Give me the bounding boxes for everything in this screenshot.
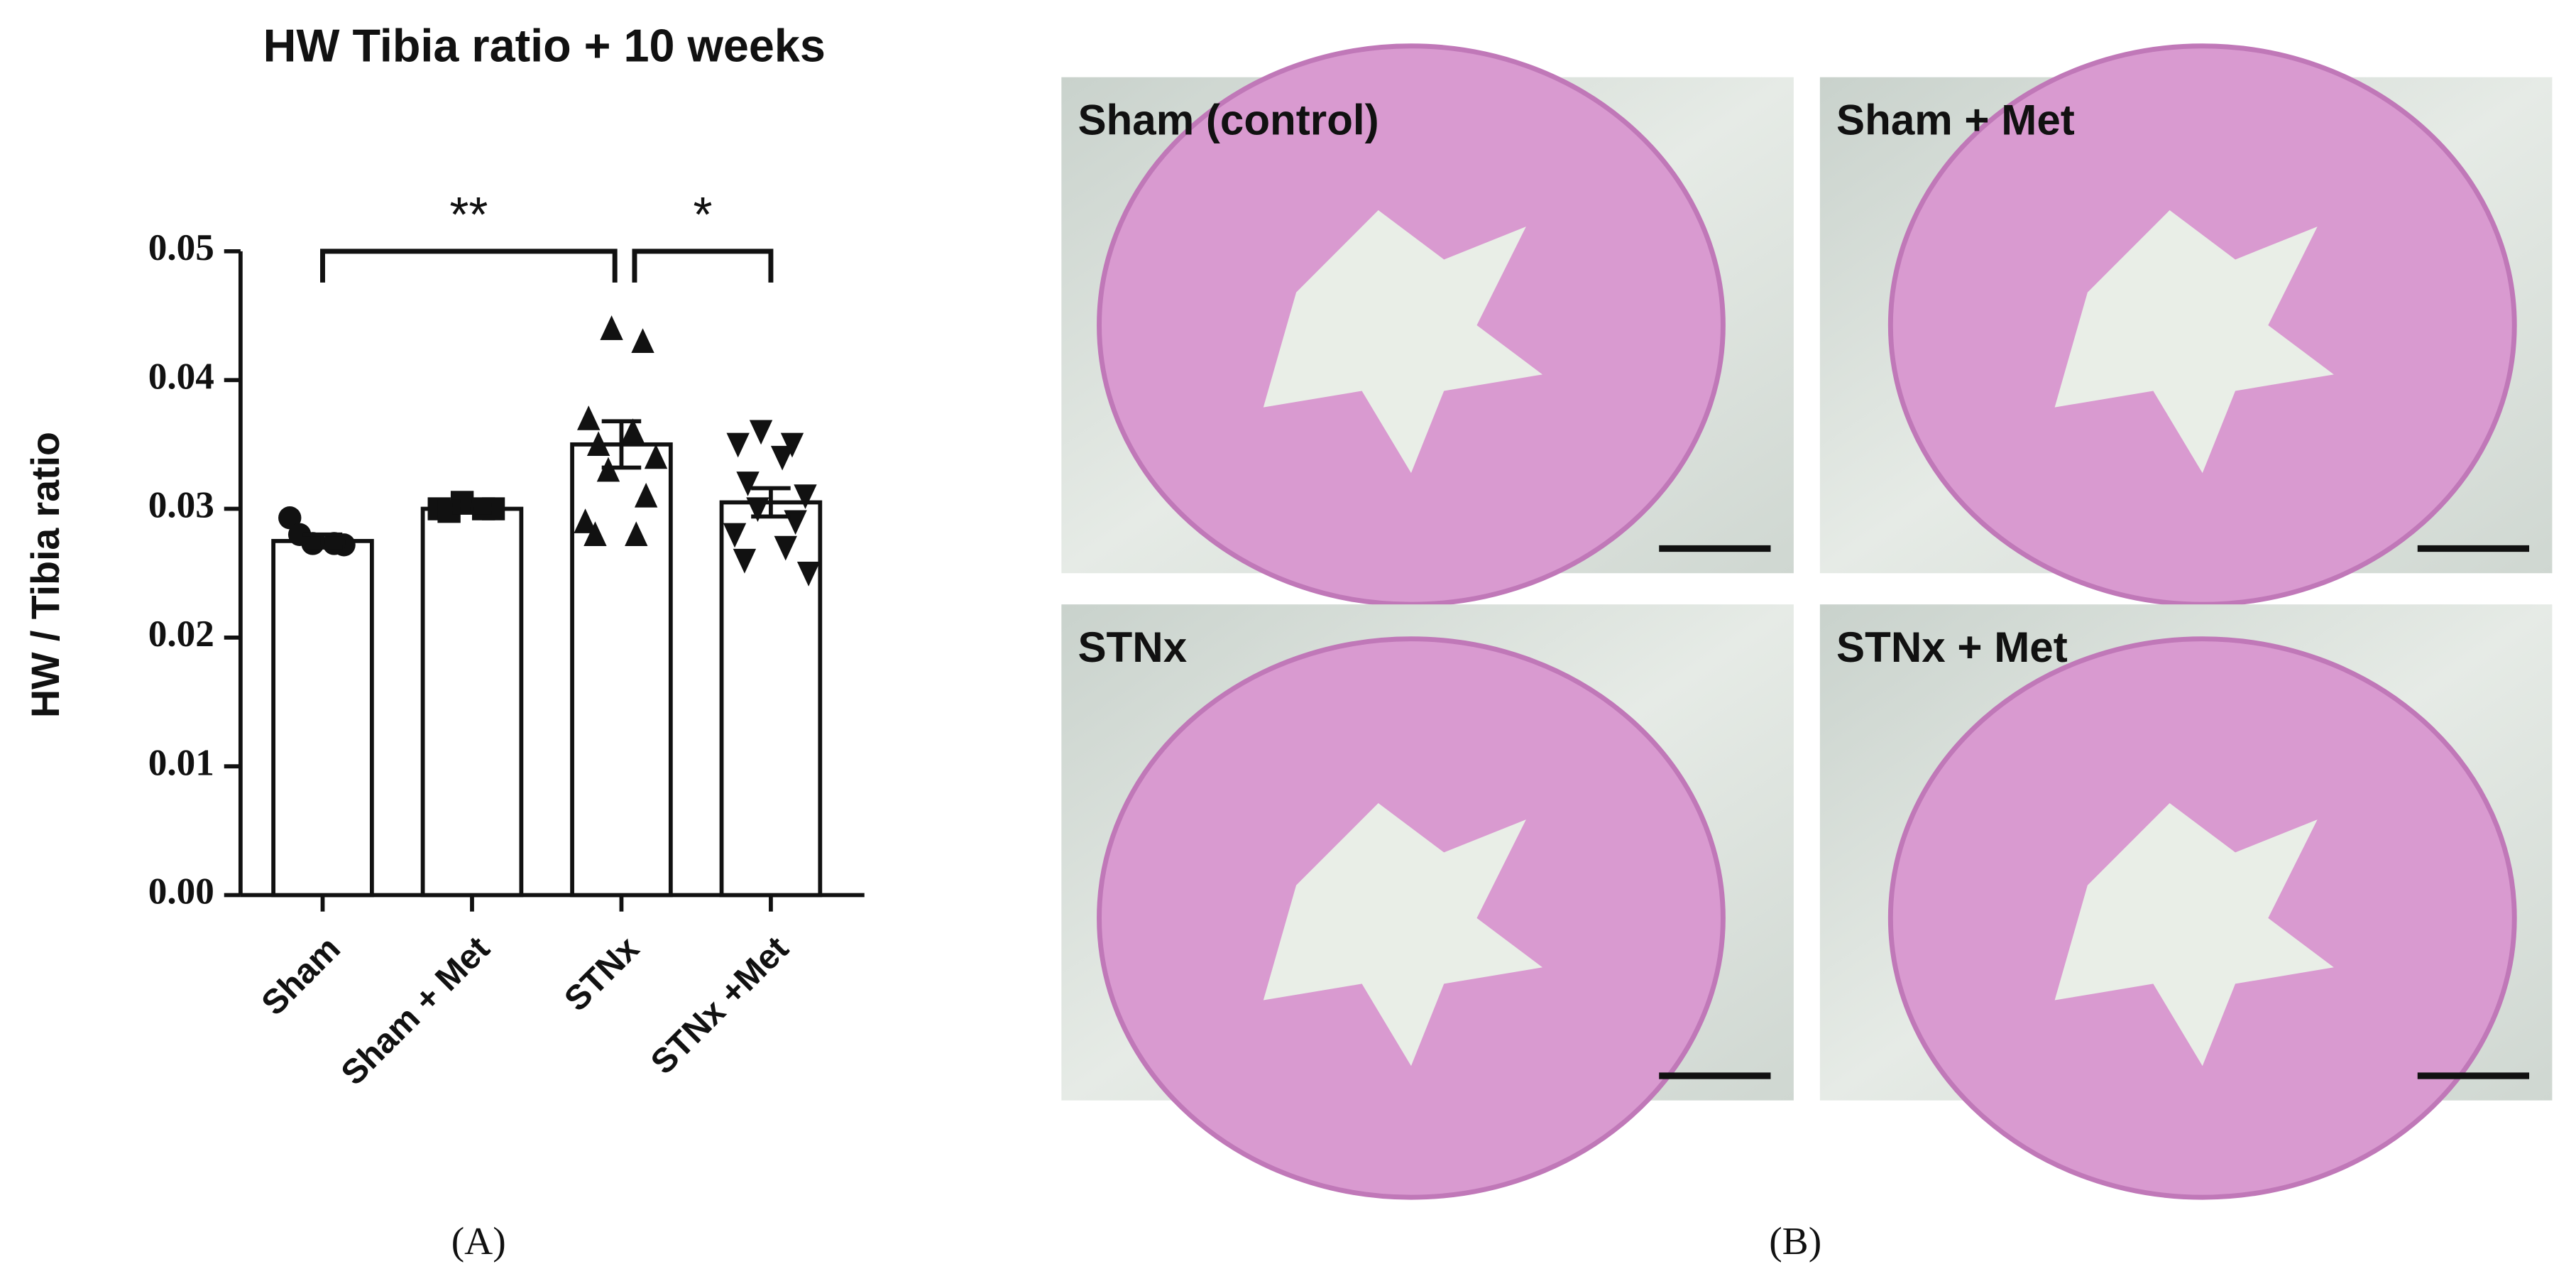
data-point: [736, 472, 760, 496]
significance-bracket: [320, 249, 618, 283]
data-point: [625, 521, 648, 546]
error-bar: [751, 486, 791, 519]
data-point: [749, 420, 773, 445]
image-label: Sham (control): [1078, 96, 1379, 143]
x-tick-label: STNx +Met: [644, 930, 796, 1082]
y-axis-label: HW / Tibia ratio: [23, 432, 67, 718]
data-point: [796, 562, 821, 587]
data-point: [577, 405, 601, 430]
data-point: [723, 523, 747, 548]
bar: [719, 500, 823, 898]
y-tick-label: 0.03: [148, 484, 214, 526]
error-bar: [302, 532, 343, 550]
image-label: STNx: [1078, 623, 1187, 671]
data-point: [631, 328, 654, 353]
data-point: [287, 523, 312, 546]
error-bar: [452, 503, 492, 515]
significance-label: **: [449, 187, 488, 242]
data-point: [726, 432, 750, 458]
chart-title: HW Tibia ratio + 10 weeks: [263, 19, 826, 71]
data-point: [586, 431, 610, 457]
data-point: [600, 315, 623, 340]
bar: [420, 506, 524, 898]
error-bar: [601, 419, 642, 470]
data-point: [774, 535, 797, 561]
image-label: STNx + Met: [1836, 623, 2068, 671]
x-tick-label: STNx: [557, 930, 647, 1019]
y-tick-label: 0.02: [148, 613, 214, 655]
y-tick-label: 0.00: [148, 871, 214, 912]
histology-image: STNx: [1061, 604, 1794, 1200]
lumen: [1263, 210, 1542, 474]
data-point: [471, 497, 495, 521]
histology-image: STNx + Met: [1819, 604, 2553, 1200]
lumen: [2054, 803, 2334, 1067]
panel-label: (B): [1769, 1220, 1821, 1263]
data-point: [574, 508, 597, 533]
image-label: Sham + Met: [1836, 96, 2075, 143]
data-point: [583, 521, 607, 546]
y-tick-label: 0.01: [148, 741, 214, 783]
data-point: [746, 497, 769, 523]
histology-image: Sham (control): [1061, 43, 1794, 607]
data-point: [644, 444, 668, 469]
bar: [271, 538, 374, 898]
x-tick-label: Sham: [254, 930, 348, 1023]
x-tick-label: Sham + Met: [334, 930, 497, 1093]
histology-image: Sham + Met: [1819, 43, 2553, 607]
y-tick-label: 0.05: [148, 227, 214, 268]
y-tick-label: 0.04: [148, 355, 214, 397]
data-point: [621, 418, 645, 443]
panel-label: (A): [451, 1220, 506, 1263]
significance-bracket: [632, 249, 774, 283]
significance-label: *: [693, 187, 712, 242]
data-point: [733, 548, 757, 574]
data-point: [770, 445, 794, 471]
data-point: [634, 482, 658, 508]
data-point: [780, 432, 804, 458]
bar: [570, 442, 673, 898]
lumen: [1263, 803, 1542, 1067]
data-point: [278, 506, 302, 530]
data-point: [794, 484, 817, 509]
lumen: [2054, 210, 2334, 474]
